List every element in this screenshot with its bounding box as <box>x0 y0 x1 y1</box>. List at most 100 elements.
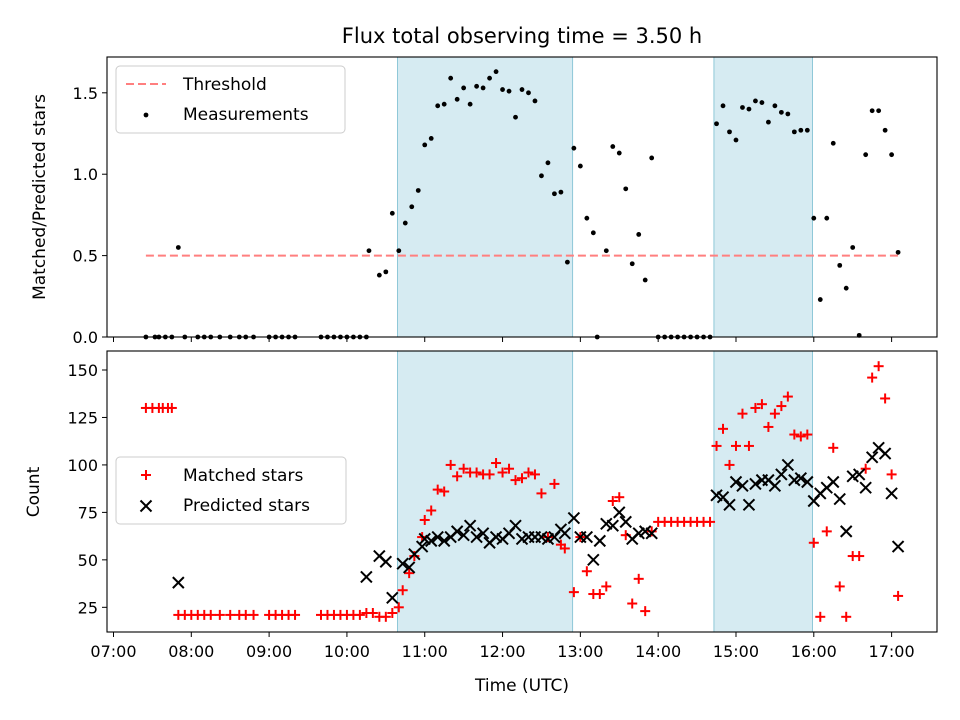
matched-star-point <box>854 551 865 562</box>
matched-star-point <box>750 402 761 413</box>
predicted-star-point <box>749 477 762 491</box>
matched-star-point <box>705 516 716 527</box>
measurement-point <box>740 105 745 110</box>
measurement-point <box>590 230 596 236</box>
predicted-star-point <box>386 591 399 605</box>
x-tick-label: 09:00 <box>246 642 292 661</box>
measurement-point <box>376 272 382 278</box>
measurement-point <box>175 245 181 250</box>
measurement-point <box>526 90 531 96</box>
matched-star-point <box>536 488 547 499</box>
predicted-star-point <box>852 468 866 481</box>
matched-star-point <box>409 551 420 562</box>
matched-star-point <box>815 611 826 622</box>
measurement-point <box>714 121 719 127</box>
measurement-point <box>746 106 752 112</box>
y-tick-label: 75 <box>78 503 98 522</box>
matched-star-point <box>886 469 897 480</box>
x-tick-label: 14:00 <box>635 642 681 661</box>
matched-star-point <box>756 399 767 410</box>
measurement-point <box>785 111 791 117</box>
legend-threshold-label: Threshold <box>182 75 267 95</box>
matched-star-point <box>834 581 845 592</box>
predicted-star-point <box>415 540 429 553</box>
plot-frame <box>106 56 938 338</box>
x-tick-label: 12:00 <box>479 642 525 661</box>
matched-star-point <box>607 495 618 506</box>
x-tick-label: 07:00 <box>90 642 136 661</box>
matched-star-point <box>614 492 625 503</box>
measurement-point <box>843 285 849 291</box>
matched-star-point <box>393 602 404 613</box>
matched-star-point <box>873 361 884 372</box>
measurement-point <box>389 210 395 216</box>
y-tick-label: 1.5 <box>73 84 98 103</box>
measurement-point <box>798 127 804 133</box>
predicted-star-point <box>567 511 581 525</box>
matched-star-point <box>867 372 878 383</box>
measurement-point <box>616 150 622 156</box>
predicted-star-point <box>509 519 522 532</box>
y-tick-label: 50 <box>78 551 98 570</box>
matched-star-point <box>737 408 748 419</box>
matched-star-point <box>581 566 592 577</box>
matched-star-point <box>458 463 469 474</box>
x-tick-label: 17:00 <box>869 642 915 661</box>
matched-star-point <box>802 429 813 440</box>
measurement-point <box>584 215 590 221</box>
measurement-point <box>830 140 836 146</box>
matched-star-point <box>387 608 398 619</box>
y-tick-label: 1.0 <box>73 165 98 184</box>
predicted-star-point <box>891 540 905 553</box>
shaded-region <box>397 350 574 633</box>
predicted-star-point <box>619 515 632 529</box>
measurement-point <box>428 135 434 141</box>
measurement-point <box>487 75 492 81</box>
measurement-point <box>558 189 564 195</box>
x-tick-label: 16:00 <box>791 642 837 661</box>
predicted-star-point <box>878 447 892 460</box>
measurement-point <box>850 245 856 250</box>
plot-frame <box>106 350 938 633</box>
legend-predicted-label: Predicted stars <box>183 496 310 516</box>
matched-star-point <box>510 475 521 486</box>
matched-star-point <box>789 429 800 440</box>
predicted-star-point <box>379 555 393 568</box>
matched-star-point <box>426 505 437 516</box>
predicted-star-point <box>360 570 373 584</box>
x-tick-label: 15:00 <box>713 642 759 661</box>
legend: Matched stars Predicted stars <box>115 456 347 525</box>
matched-star-point <box>880 393 891 404</box>
legend: Threshold Measurements <box>115 65 346 134</box>
predicted-star-point <box>723 498 736 511</box>
measurement-point <box>480 85 486 91</box>
predicted-star-point <box>172 576 185 589</box>
matched-star-point <box>523 467 534 478</box>
top-panel: Flux total observing time = 3.50 h Match… <box>30 24 938 347</box>
measurement-point <box>435 103 441 109</box>
x-axis-label: Time (UTC) <box>474 676 569 696</box>
measurement-point <box>383 269 389 275</box>
matched-star-point <box>484 469 495 480</box>
matched-star-point <box>248 609 259 620</box>
predicted-star-point <box>606 519 619 532</box>
measurement-point <box>759 100 765 105</box>
x-tick-label: 08:00 <box>168 642 214 661</box>
measurement-point <box>513 114 518 120</box>
legend-measurement-swatch <box>143 112 149 118</box>
measurement-point <box>396 248 402 254</box>
measurement-point <box>415 188 421 193</box>
predicted-star-point <box>580 530 594 544</box>
predicted-star-point <box>859 481 872 494</box>
predicted-star-point <box>885 487 898 500</box>
measurement-point <box>811 215 817 221</box>
predicted-star-point <box>437 534 451 548</box>
matched-star-point <box>542 532 553 543</box>
matched-star-point <box>504 463 515 474</box>
matched-star-point <box>769 408 780 419</box>
measurement-point <box>629 261 635 267</box>
measurement-point <box>778 109 784 115</box>
matched-star-point <box>166 402 177 413</box>
measurement-point <box>532 98 538 104</box>
predicted-star-point <box>431 530 444 544</box>
